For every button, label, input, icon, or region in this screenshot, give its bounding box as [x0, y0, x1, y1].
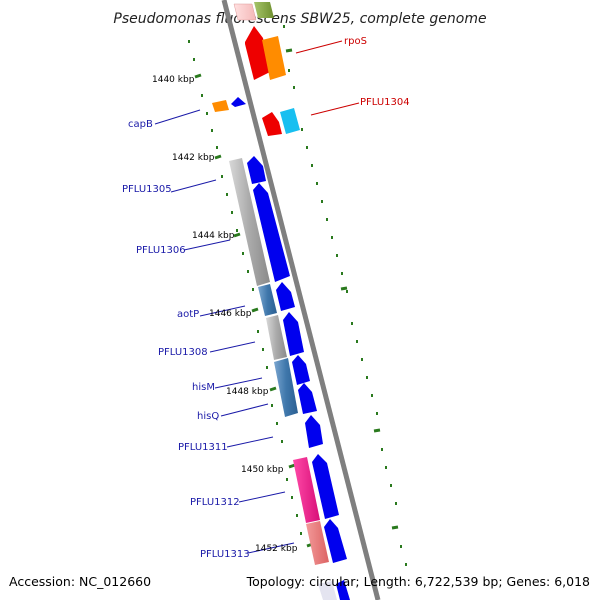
- pflu1308-cds: [283, 312, 304, 356]
- pflu1305-label: PFLU1305: [122, 184, 172, 195]
- tick-label-1446: 1446 kbp: [209, 309, 252, 319]
- pflu1312-label: PFLU1312: [190, 497, 240, 508]
- map-title: Pseudomonas fluorescens SBW25, complete …: [113, 11, 486, 27]
- hism-cds: [292, 355, 310, 385]
- hisq-leader-line: [220, 403, 269, 417]
- pflu1312-magenta-block: [293, 457, 320, 523]
- pflu1305-leader-line: [170, 179, 217, 193]
- accession-text: Accession: NC_012660: [9, 574, 151, 589]
- pflu1306-leader-line: [183, 239, 231, 251]
- pflu1306-cds: [253, 183, 290, 282]
- tick-label-1448: 1448 kbp: [226, 387, 269, 397]
- aotp-leader-line: [199, 305, 246, 317]
- capb-blue-cds: [231, 97, 246, 107]
- pflu1308-leader-line: [209, 341, 256, 353]
- rpos-red-cds: [245, 26, 270, 80]
- tick-label-1450: 1450 kbp: [241, 465, 284, 475]
- rpos-orange-block: [262, 36, 286, 80]
- genome-summary-text: Topology: circular; Length: 6,722,539 bp…: [246, 574, 590, 589]
- rpos-leader-line: [295, 40, 343, 54]
- pflu1304-cyan-cds: [280, 108, 300, 134]
- pflu1305-1306-gray-block: [229, 158, 270, 286]
- aotp-steel-block: [258, 284, 277, 316]
- aotp-label: aotP: [177, 309, 199, 320]
- aotp-cds: [276, 282, 295, 311]
- rpos-label: rpoS: [344, 36, 367, 47]
- hism-hisq-steel-block: [274, 358, 298, 417]
- capb-label: capB: [128, 119, 153, 130]
- pflu1312-cds: [312, 454, 339, 519]
- capb-leader-line: [154, 109, 201, 125]
- pflu1311-cds: [305, 415, 323, 448]
- pflu1305-cds: [247, 156, 266, 184]
- top-pink-block: [233, 3, 257, 21]
- tick-label-1452: 1452 kbp: [255, 544, 298, 554]
- pflu1311-leader-line: [226, 436, 274, 448]
- pflu1312-leader-line: [238, 491, 286, 503]
- pflu1306-label: PFLU1306: [136, 245, 186, 256]
- tick-label-1442: 1442 kbp: [172, 153, 215, 163]
- pflu1313-label: PFLU1313: [200, 549, 250, 560]
- pflu1313-cds: [324, 519, 347, 563]
- pflu1313-leader-line: [247, 542, 295, 554]
- pflu1308-label: PFLU1308: [158, 347, 208, 358]
- hisq-label: hisQ: [197, 411, 219, 422]
- inner-dot-track: [188, 40, 302, 535]
- pflu1304-red-cds: [262, 112, 282, 136]
- capb-orange-cds: [212, 100, 229, 112]
- hism-label: hisM: [192, 382, 215, 393]
- pflu1313-salmon-block: [306, 521, 329, 565]
- top-olive-block: [254, 2, 274, 18]
- hisq-cds: [298, 383, 317, 414]
- pflu1304-leader-line: [310, 102, 360, 116]
- genome-backbone: [221, 0, 381, 600]
- outer-dot-track: [283, 25, 407, 566]
- hism-leader-line: [214, 377, 263, 389]
- bottom-blue-cds: [336, 580, 350, 600]
- tick-label-1444: 1444 kbp: [192, 231, 235, 241]
- pflu1308-gray-block: [266, 315, 287, 360]
- pflu1304-label: PFLU1304: [360, 97, 410, 108]
- pflu1311-label: PFLU1311: [178, 442, 228, 453]
- tick-label-1440: 1440 kbp: [152, 75, 195, 85]
- bottom-light-block: [318, 581, 337, 600]
